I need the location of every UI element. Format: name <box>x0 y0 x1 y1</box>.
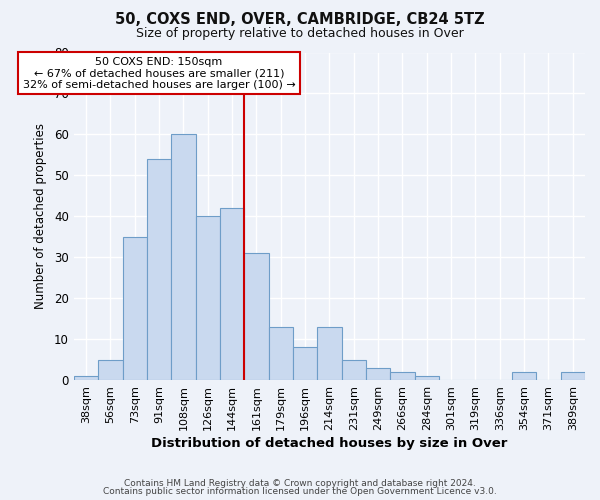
Bar <box>366 368 390 380</box>
Text: Contains HM Land Registry data © Crown copyright and database right 2024.: Contains HM Land Registry data © Crown c… <box>124 478 476 488</box>
Bar <box>122 237 147 380</box>
Text: Contains public sector information licensed under the Open Government Licence v3: Contains public sector information licen… <box>103 487 497 496</box>
Bar <box>512 372 536 380</box>
Bar <box>244 253 269 380</box>
Bar <box>98 360 122 380</box>
Bar <box>269 327 293 380</box>
Bar <box>293 348 317 380</box>
Text: Size of property relative to detached houses in Over: Size of property relative to detached ho… <box>136 28 464 40</box>
Text: 50, COXS END, OVER, CAMBRIDGE, CB24 5TZ: 50, COXS END, OVER, CAMBRIDGE, CB24 5TZ <box>115 12 485 28</box>
Y-axis label: Number of detached properties: Number of detached properties <box>34 124 47 310</box>
Bar <box>317 327 341 380</box>
Text: 50 COXS END: 150sqm  
← 67% of detached houses are smaller (211)
32% of semi-det: 50 COXS END: 150sqm ← 67% of detached ho… <box>23 56 295 90</box>
Bar <box>560 372 585 380</box>
Bar <box>147 159 171 380</box>
Bar <box>196 216 220 380</box>
Bar <box>171 134 196 380</box>
Bar <box>74 376 98 380</box>
Bar <box>341 360 366 380</box>
Bar <box>220 208 244 380</box>
Bar <box>415 376 439 380</box>
Bar <box>390 372 415 380</box>
X-axis label: Distribution of detached houses by size in Over: Distribution of detached houses by size … <box>151 437 508 450</box>
